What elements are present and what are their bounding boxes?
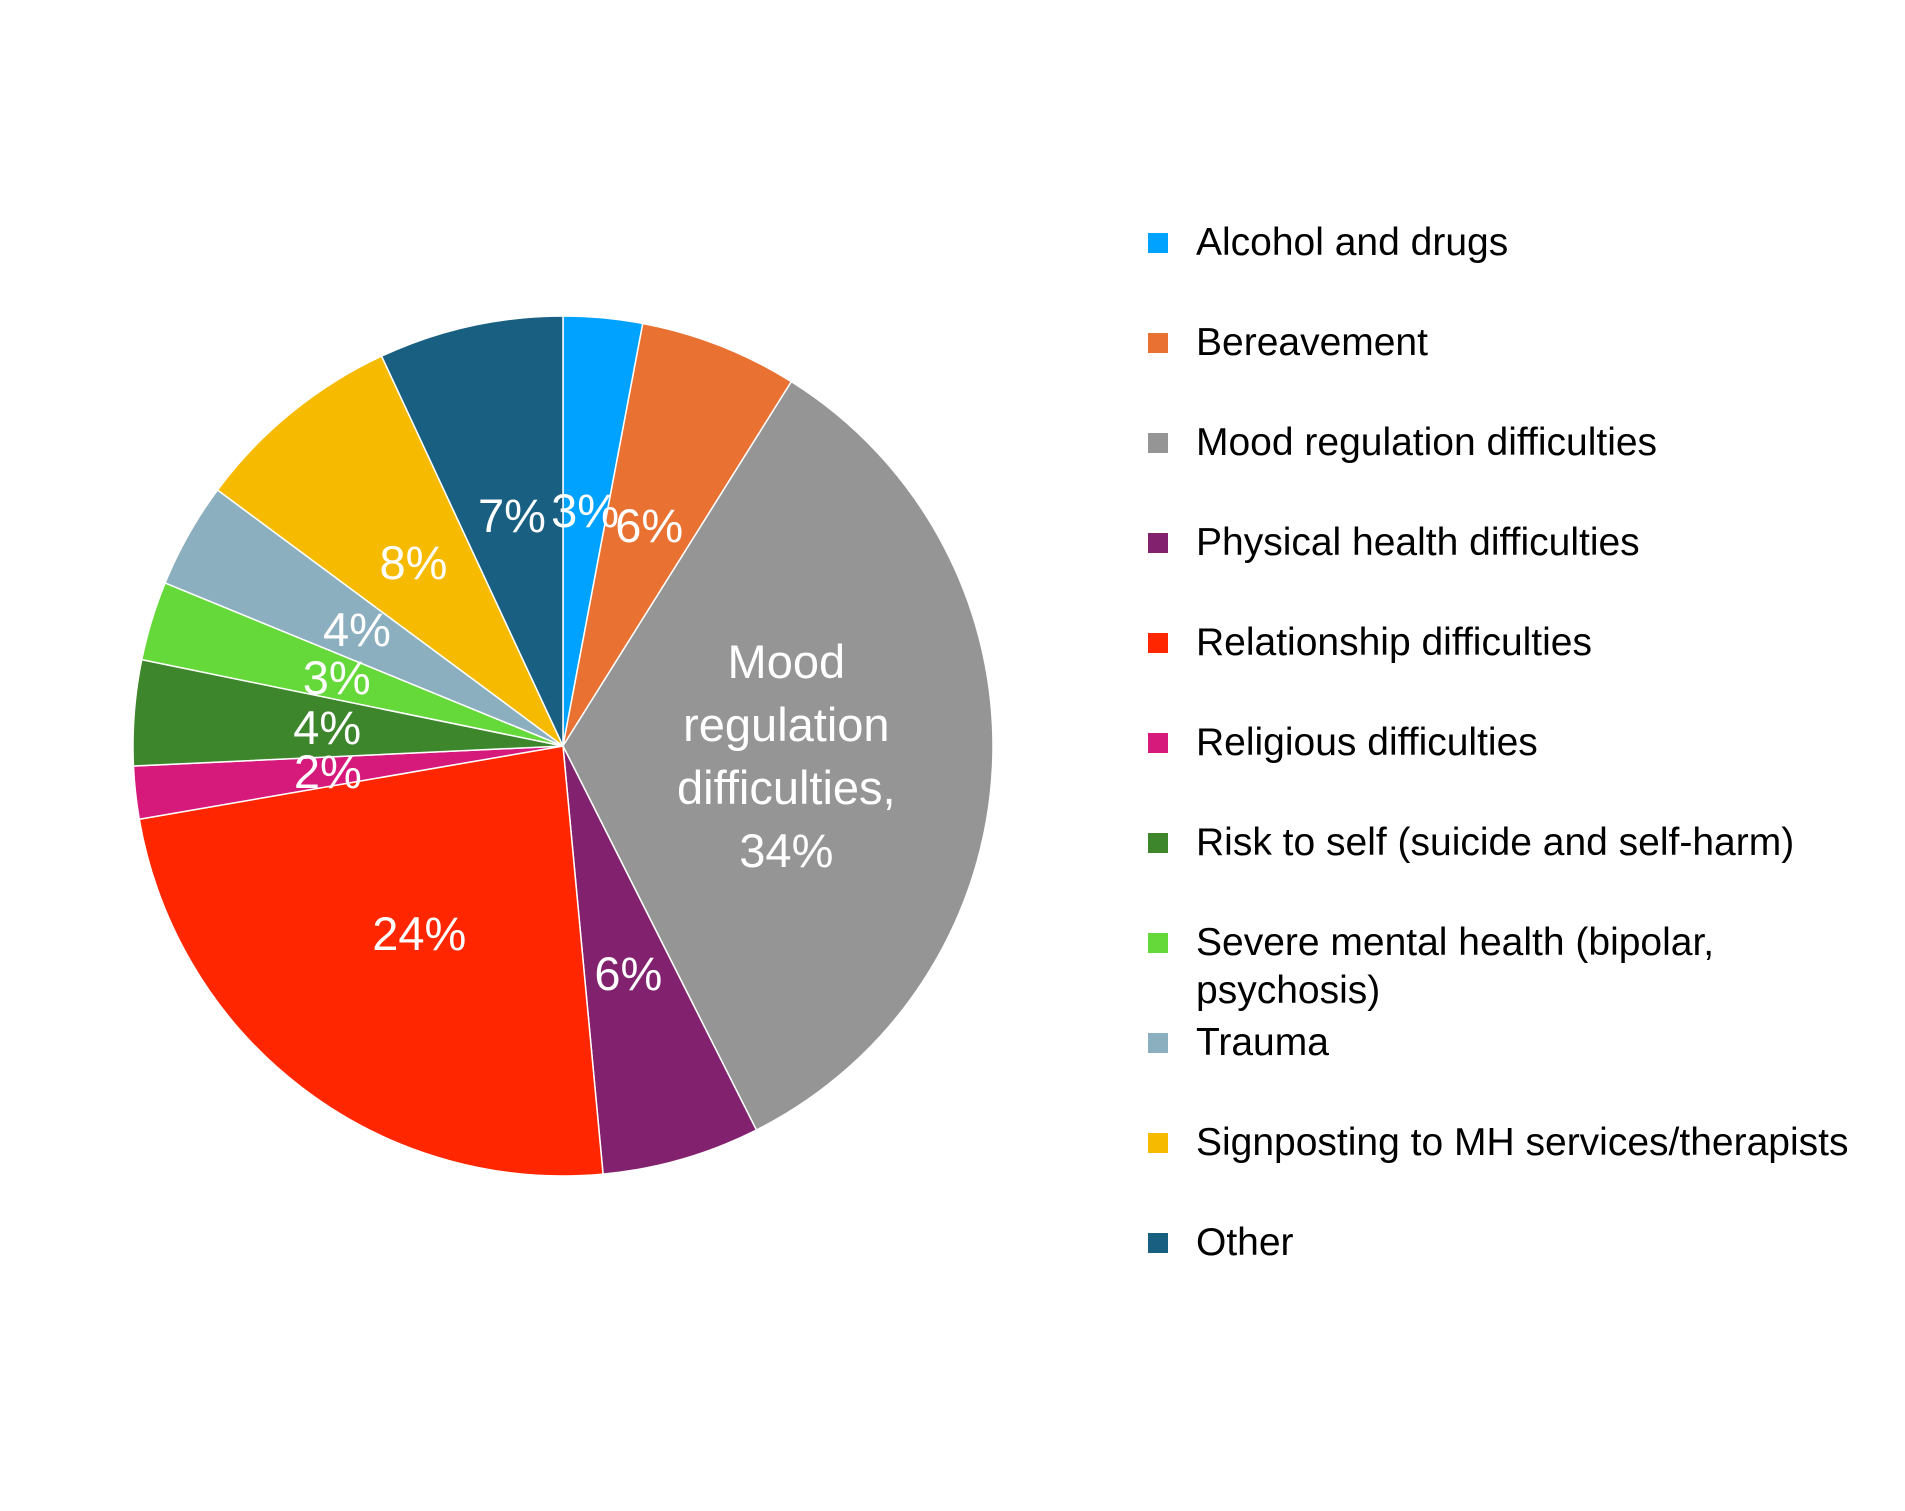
- legend-label: Relationship difficulties: [1196, 621, 1592, 664]
- legend-label: Physical health difficulties: [1196, 521, 1640, 564]
- data-label-wrap: 2%: [258, 612, 398, 932]
- data-label-box: 4%: [287, 470, 427, 790]
- legend-label: Mood regulation difficulties: [1196, 421, 1658, 464]
- legend-swatch: [1148, 633, 1168, 653]
- data-label: Mood regulation difficulties, 34%: [677, 635, 896, 878]
- legend-entry: Other: [1148, 1219, 1888, 1267]
- data-label-wrap: 6%: [558, 813, 698, 1133]
- legend-entry: Relationship difficulties: [1148, 619, 1888, 667]
- pie-slice: [216, 355, 564, 747]
- data-label: 6%: [615, 499, 684, 553]
- data-label: 7%: [477, 488, 546, 542]
- legend-label: Other: [1196, 1221, 1294, 1264]
- data-label: 8%: [379, 536, 448, 590]
- data-label: 3%: [302, 650, 371, 704]
- pie-slice: [562, 745, 758, 1175]
- data-label: 4%: [293, 701, 362, 755]
- data-label-box: 6%: [558, 813, 698, 1133]
- data-label-wrap: Mood regulation difficulties, 34%: [646, 596, 926, 916]
- legend-label: Bereavement: [1196, 321, 1428, 364]
- legend-label: Religious difficulties: [1196, 721, 1538, 764]
- legend-swatch: [1148, 533, 1168, 553]
- legend-swatch: [1148, 233, 1168, 253]
- legend-entry: Risk to self (suicide and self-harm): [1148, 819, 1888, 867]
- data-label-wrap: 3%: [515, 351, 655, 671]
- legend-entry: Bereavement: [1148, 319, 1888, 367]
- data-label-box: 3%: [267, 517, 407, 837]
- data-label-wrap: 3%: [267, 517, 407, 837]
- data-label-box: Mood regulation difficulties, 34%: [646, 596, 926, 916]
- data-label-wrap: 8%: [343, 403, 483, 723]
- legend-label: Severe mental health (bipolar, psychosis…: [1196, 921, 1715, 1012]
- pie-slice: [562, 380, 994, 1132]
- data-label: 4%: [323, 603, 391, 657]
- data-label-box: 24%: [279, 774, 559, 1094]
- legend-swatch: [1148, 333, 1168, 353]
- data-label: 6%: [594, 946, 663, 1000]
- legend-swatch: [1148, 1133, 1168, 1153]
- legend-entry: Physical health difficulties: [1148, 519, 1888, 567]
- legend-entry: Signposting to MH services/therapists: [1148, 1119, 1888, 1167]
- legend-entry: Mood regulation difficulties: [1148, 419, 1888, 467]
- legend-swatch: [1148, 1233, 1168, 1253]
- legend-swatch: [1148, 833, 1168, 853]
- legend-swatch: [1148, 933, 1168, 953]
- pie-slice: [380, 315, 564, 747]
- pie-slice: [138, 745, 604, 1177]
- legend-entry: Alcohol and drugs: [1148, 219, 1888, 267]
- data-label: 24%: [372, 907, 467, 961]
- legend-swatch: [1148, 1033, 1168, 1053]
- legend-label: Trauma: [1196, 1021, 1329, 1064]
- data-label-wrap: 4%: [287, 470, 427, 790]
- data-label-box: 6%: [579, 366, 719, 686]
- data-label-box: 3%: [515, 351, 655, 671]
- data-label: 3%: [551, 484, 619, 538]
- data-label-wrap: 6%: [579, 366, 719, 686]
- data-label-box: 8%: [343, 403, 483, 723]
- data-label-box: 4%: [257, 568, 397, 888]
- data-label: 2%: [293, 745, 362, 799]
- data-label-wrap: 7%: [442, 355, 582, 675]
- legend-label: Alcohol and drugs: [1196, 221, 1509, 264]
- legend-entry: Severe mental health (bipolar, psychosis…: [1148, 919, 1888, 1015]
- legend-label: Risk to self (suicide and self-harm): [1196, 821, 1795, 864]
- pie-slice: [562, 322, 793, 747]
- legend-label: Signposting to MH services/therapists: [1196, 1121, 1849, 1164]
- data-label-wrap: 24%: [279, 774, 559, 1094]
- data-label-wrap: 4%: [257, 568, 397, 888]
- data-label-box: 2%: [258, 612, 398, 932]
- data-label-box: 7%: [442, 355, 582, 675]
- legend-entry: Religious difficulties: [1148, 719, 1888, 767]
- legend-swatch: [1148, 733, 1168, 753]
- legend-entry: Trauma: [1148, 1019, 1888, 1067]
- legend-swatch: [1148, 433, 1168, 453]
